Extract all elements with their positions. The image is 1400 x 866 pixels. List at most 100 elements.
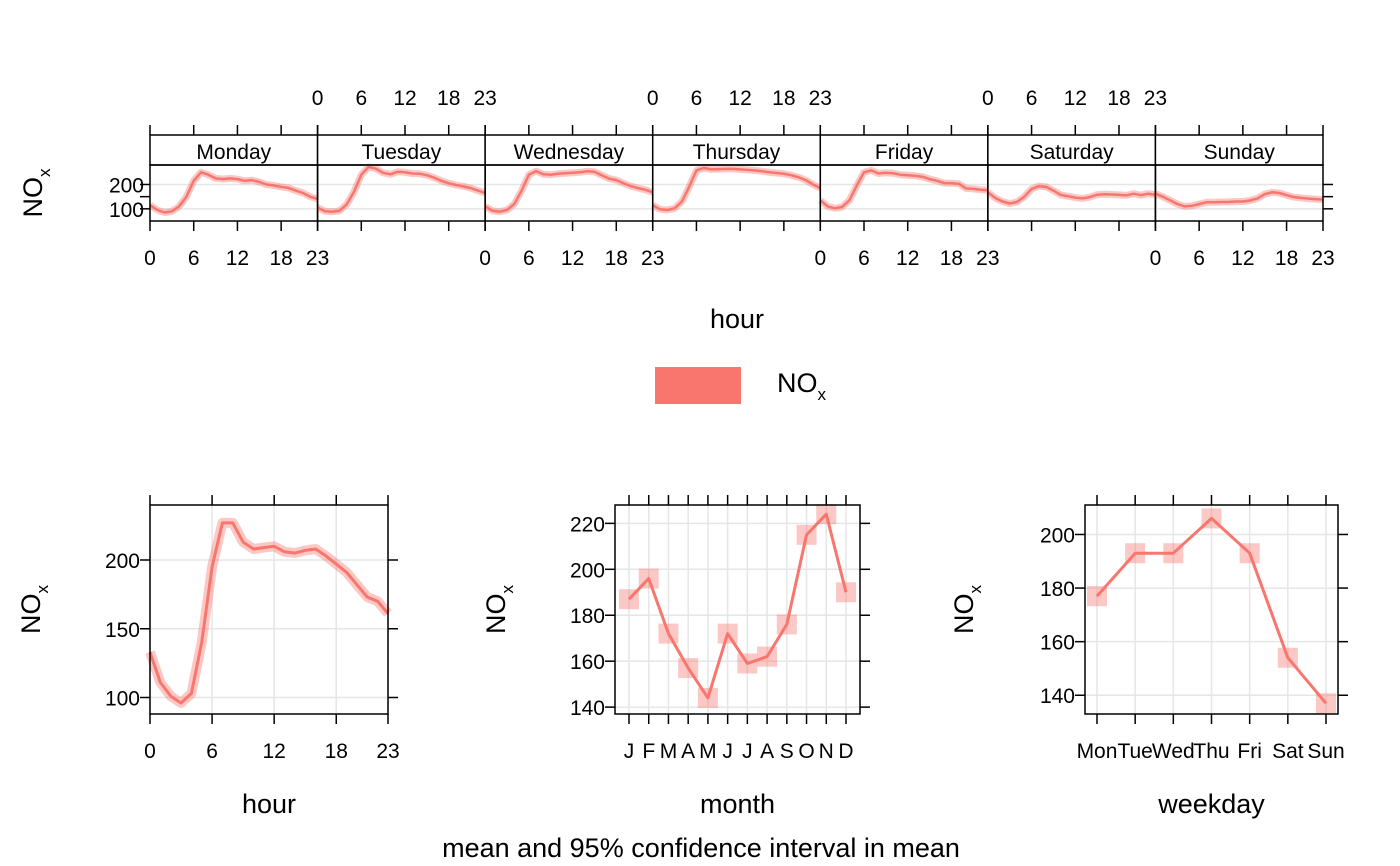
y-tick-label: 180 <box>1040 578 1075 601</box>
y-axis-title-main: NO <box>18 177 48 218</box>
x-tick-label: 23 <box>976 247 999 270</box>
series-line <box>148 521 390 705</box>
x-tick-label: 6 <box>523 247 535 270</box>
x-tick-label: J <box>624 740 635 763</box>
x-tick-label: 23 <box>306 247 329 270</box>
strip-header <box>819 134 989 166</box>
x-tick-label: 12 <box>561 247 584 270</box>
series-line <box>1154 191 1324 208</box>
x-tick-label: M <box>660 740 678 763</box>
series-line <box>652 166 821 212</box>
legend-label-subscript: x <box>818 385 827 404</box>
strip-label-monday: Monday <box>196 141 271 164</box>
x-tick-label: O <box>798 740 814 763</box>
legend-label: NOx <box>777 368 827 404</box>
series-line <box>819 169 988 210</box>
y-tick-label: 180 <box>570 605 605 628</box>
day-panel-wednesday: Wednesday 0 6 12 18 23 <box>479 125 664 270</box>
y-tick-label: 200 <box>1040 524 1075 547</box>
x-tick-label: 0 <box>144 740 156 763</box>
day-panel-saturday: Saturday 0 6 12 18 23 <box>982 87 1167 231</box>
x-tick-label: 23 <box>1144 87 1167 110</box>
x-tick-label: Sun <box>1307 740 1344 763</box>
x-tick-label: 18 <box>1107 87 1130 110</box>
x-tick-label: J <box>722 740 733 763</box>
x-tick-label: Fri <box>1237 740 1262 763</box>
footer-caption: mean and 95% confidence interval in mean <box>442 833 960 863</box>
x-tick-label: 23 <box>473 87 496 110</box>
day-panel-friday: Friday 0 6 12 18 23 <box>814 125 1000 270</box>
x-tick-label: 18 <box>325 740 348 763</box>
strip-label-friday: Friday <box>875 141 934 164</box>
x-tick-label: 12 <box>262 740 285 763</box>
day-panel-monday: Monday 0 6 12 18 23 <box>144 125 329 270</box>
y-axis-title-main: NO <box>16 594 46 635</box>
y-axis-title-main: NO <box>481 594 511 635</box>
series-line <box>149 171 318 214</box>
x-tick-label: 0 <box>312 87 324 110</box>
day-panel-sunday: Sunday 0 6 12 18 23 <box>1150 125 1335 270</box>
strip-label-thursday: Thursday <box>693 141 781 164</box>
y-tick-label: 100 <box>109 199 144 222</box>
x-tick-label: 18 <box>605 247 628 270</box>
x-tick-label: 12 <box>393 87 416 110</box>
x-tick-label: 18 <box>437 87 460 110</box>
plot-border <box>614 504 861 715</box>
y-axis-title: NOx <box>481 585 517 635</box>
x-tick-label: F <box>642 740 655 763</box>
x-axis-title: month <box>700 789 775 819</box>
y-tick-label: 220 <box>570 513 605 536</box>
hour-chart: 0 6 12 18 23 100 150 200 NOx hour <box>16 495 400 819</box>
series-line <box>627 512 848 700</box>
panel-border <box>1154 164 1324 222</box>
x-tick-label: 6 <box>858 247 870 270</box>
x-tick-label: 0 <box>647 87 659 110</box>
x-tick-label: Wed <box>1152 740 1195 763</box>
series-line <box>987 184 1156 205</box>
y-tick-label: 140 <box>1040 685 1075 708</box>
x-tick-label: 6 <box>1193 247 1205 270</box>
x-tick-label: 23 <box>641 247 664 270</box>
x-tick-label: 6 <box>206 740 218 763</box>
x-axis-title: hour <box>242 789 296 819</box>
x-tick-label: A <box>760 740 774 763</box>
y-tick-label: 160 <box>1040 632 1075 655</box>
x-tick-label: J <box>742 740 753 763</box>
x-tick-label: 0 <box>479 247 491 270</box>
legend: NOx <box>655 367 827 404</box>
y-axis-title-subscript: x <box>33 585 52 594</box>
x-tick-label: N <box>819 740 834 763</box>
y-axis-title-subscript: x <box>966 585 985 594</box>
y-tick-label: 200 <box>105 550 140 573</box>
x-tick-label: 18 <box>940 247 963 270</box>
confidence-band <box>316 163 487 216</box>
x-tick-label: Thu <box>1193 740 1229 763</box>
legend-swatch <box>655 367 741 404</box>
strip-label-tuesday: Tuesday <box>361 141 441 164</box>
x-tick-label: S <box>780 740 794 763</box>
strip-header <box>987 134 1157 166</box>
day-panel-tuesday: Tuesday 0 6 12 18 23 <box>312 87 497 231</box>
series-line <box>484 169 654 213</box>
x-tick-label: Sat <box>1272 740 1304 763</box>
x-tick-label: 12 <box>896 247 919 270</box>
series-line <box>1095 516 1328 705</box>
x-tick-label: 0 <box>1150 247 1162 270</box>
x-tick-label: 23 <box>1311 247 1334 270</box>
strip-header <box>316 134 486 166</box>
series-line <box>317 165 486 213</box>
x-tick-label: 6 <box>691 87 703 110</box>
x-tick-label: 23 <box>376 740 399 763</box>
y-tick-label: 140 <box>570 697 605 720</box>
x-axis-title: weekday <box>1157 789 1265 819</box>
y-axis-title: NOx <box>16 585 52 635</box>
x-tick-label: Tue <box>1117 740 1152 763</box>
x-tick-label: 0 <box>144 247 156 270</box>
x-tick-label: 18 <box>269 247 292 270</box>
x-tick-label: A <box>681 740 695 763</box>
strip-label-sunday: Sunday <box>1204 141 1276 164</box>
strip-label-wednesday: Wednesday <box>514 141 625 164</box>
y-tick-label: 200 <box>570 559 605 582</box>
